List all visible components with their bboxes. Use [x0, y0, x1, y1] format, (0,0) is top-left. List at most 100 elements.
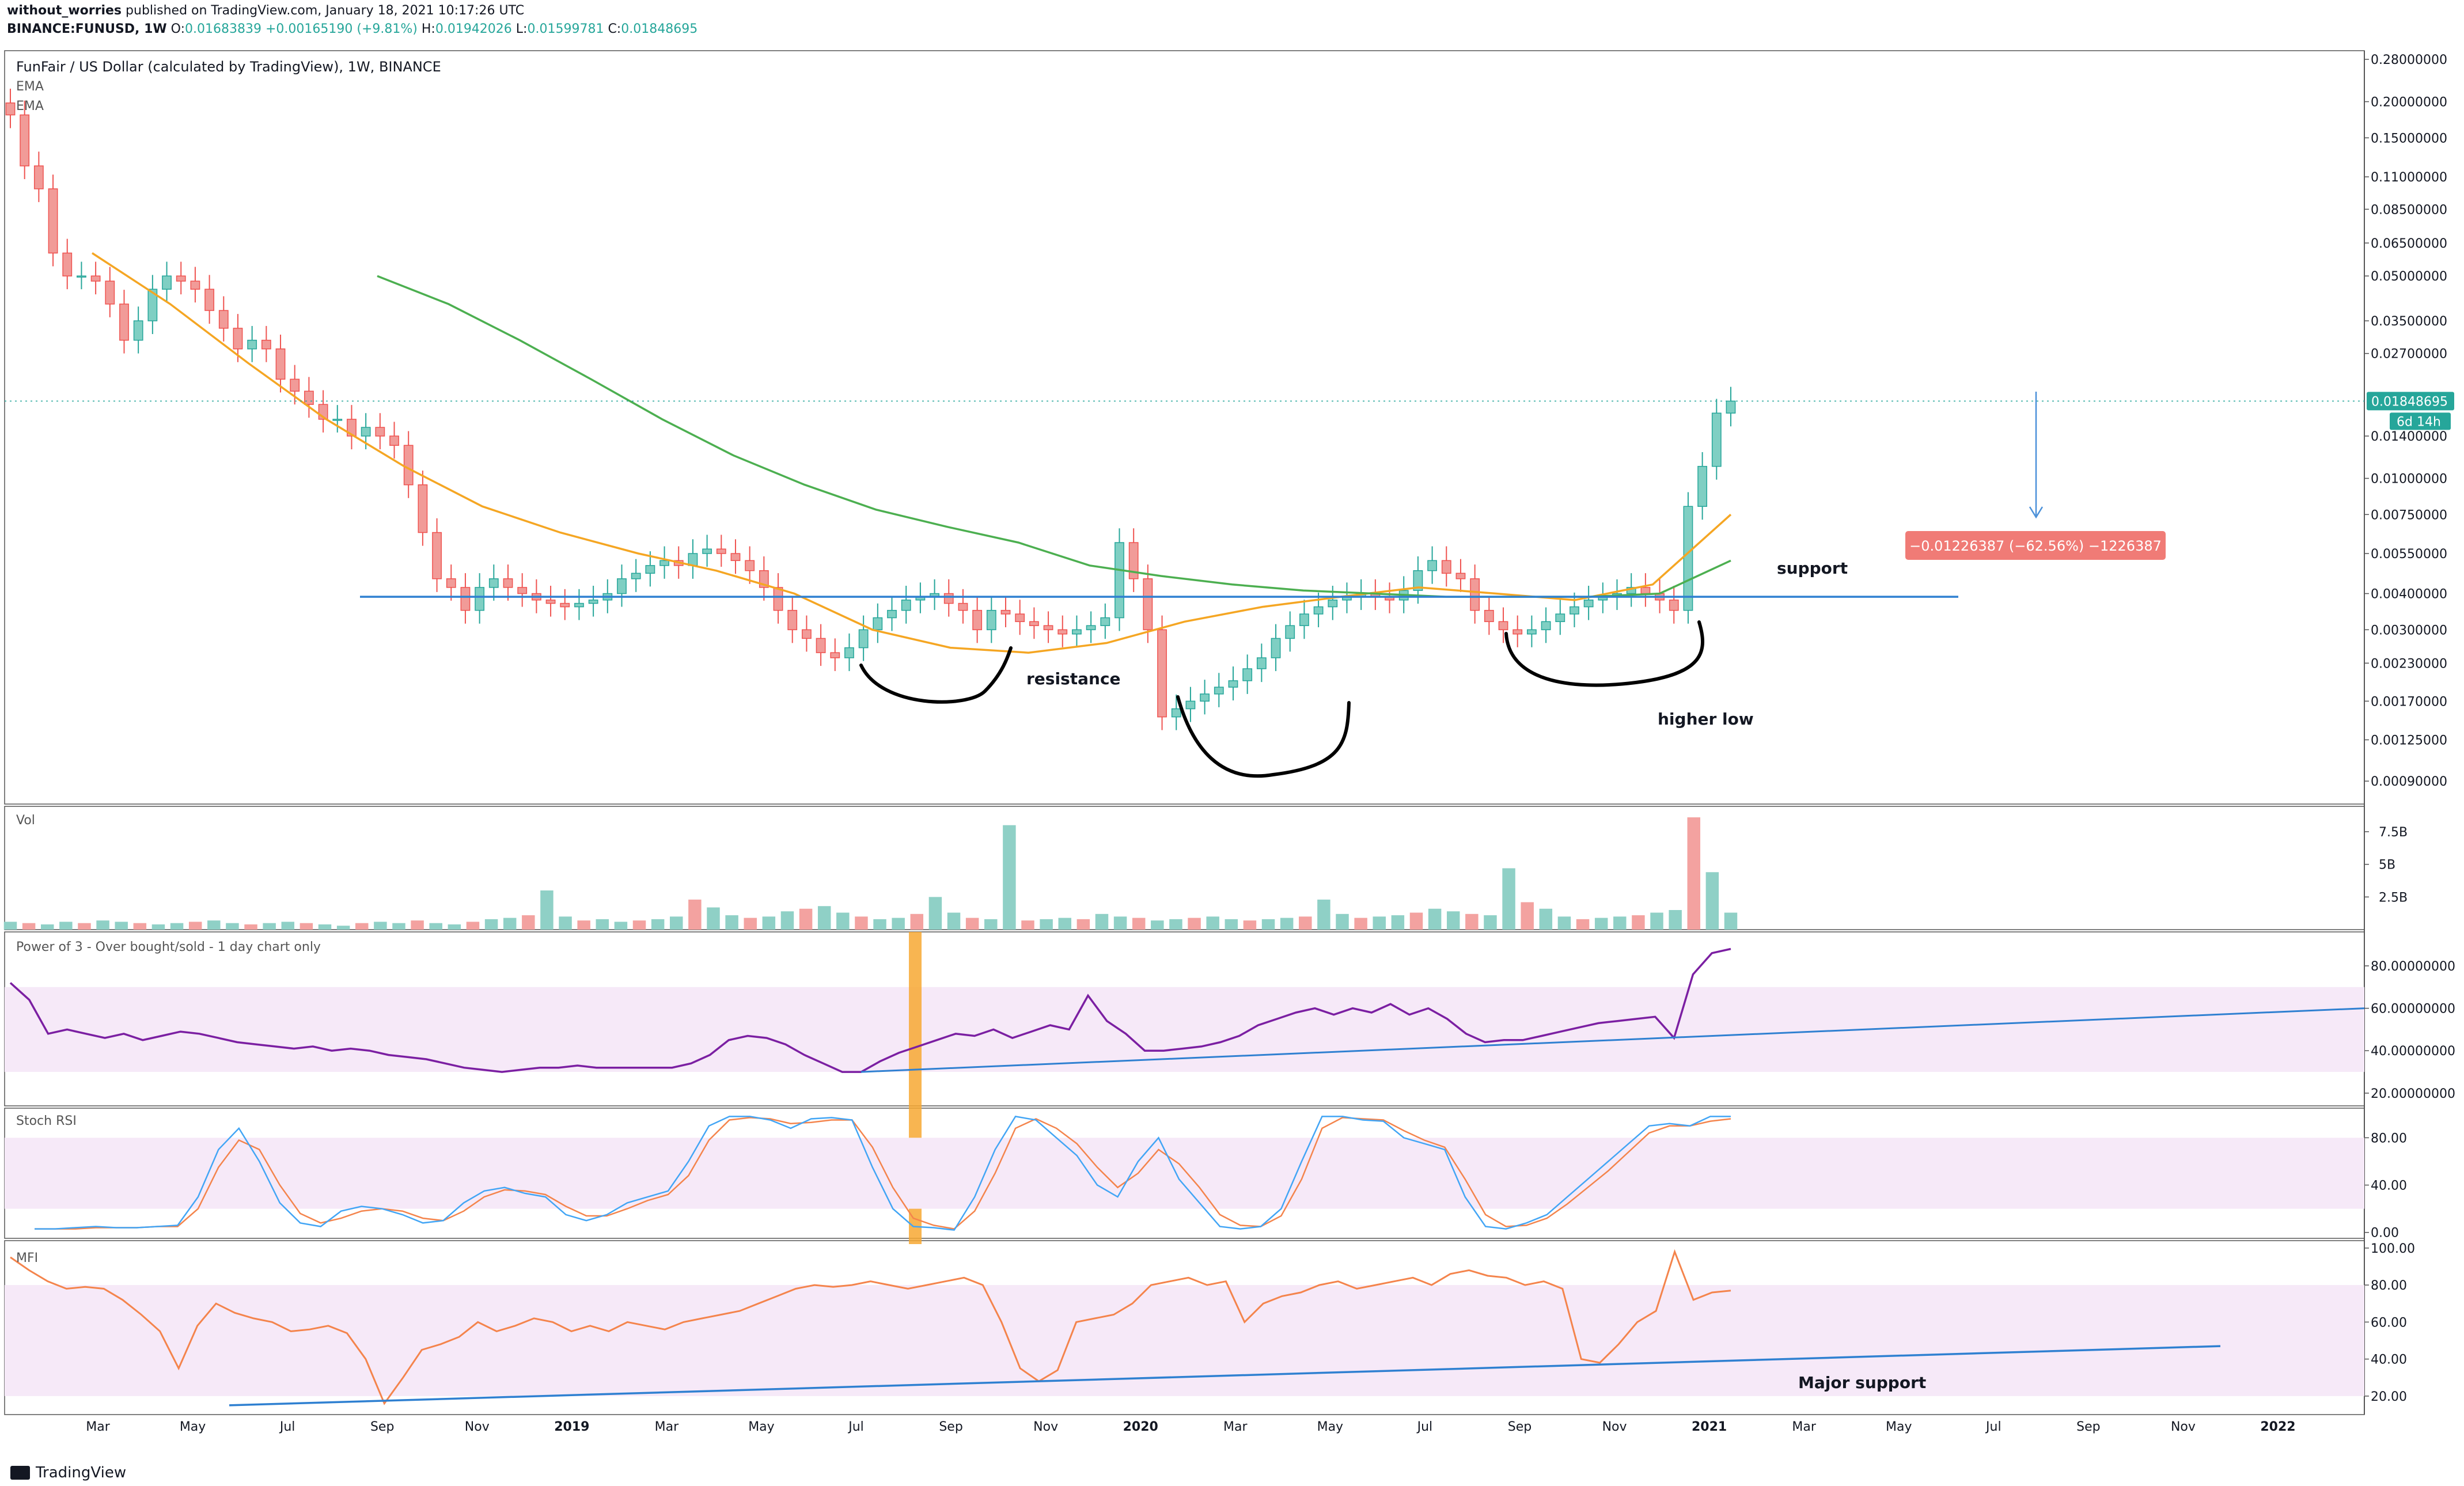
main-ytick-label: 0.01400000 — [2371, 430, 2447, 444]
volume-bar — [1632, 915, 1645, 930]
mfi-ytick-label: 80.00 — [2371, 1279, 2407, 1293]
candle-body — [873, 617, 883, 631]
candle-body — [261, 339, 271, 350]
candle-body — [488, 578, 499, 588]
bottom-curve-3 — [1504, 620, 1704, 687]
volume-bar — [688, 899, 702, 930]
support-annotation: support — [1777, 559, 1848, 578]
candle-body — [33, 165, 44, 189]
mfi-trendline — [229, 1345, 2221, 1407]
volume-bar — [281, 922, 295, 930]
volume-bar — [1040, 919, 1053, 930]
candle-body — [1484, 609, 1494, 623]
candle-body — [1271, 638, 1281, 658]
candle-body — [1157, 629, 1167, 718]
candle-body — [1470, 578, 1480, 611]
volume-bar — [651, 919, 665, 930]
candle-body — [1427, 560, 1437, 571]
xaxis-tick-label: Sep — [1508, 1420, 1532, 1434]
publisher-name[interactable]: without_worries — [7, 3, 122, 18]
stoch-band — [5, 1138, 2364, 1209]
volume-bar — [836, 912, 850, 930]
volume-bar — [1484, 915, 1497, 930]
xaxis-tick-label: Sep — [370, 1420, 394, 1434]
candle-body — [361, 427, 371, 437]
volume-bar — [1280, 918, 1294, 930]
xaxis-tick-label: 2021 — [1692, 1420, 1727, 1434]
volume-bar — [1724, 912, 1738, 930]
xaxis-tick-label: May — [748, 1420, 774, 1434]
main-ytick-label: 0.00300000 — [2371, 623, 2447, 638]
ema-legend-1[interactable]: EMA — [16, 79, 44, 94]
ema-legend-2[interactable]: EMA — [16, 99, 44, 113]
volume-bar — [1076, 919, 1090, 930]
main-ytick-label: 0.02700000 — [2371, 347, 2447, 362]
main-ytick-label: 0.00550000 — [2371, 547, 2447, 562]
main-ytick-label: 0.00090000 — [2371, 775, 2447, 789]
volume-bar — [448, 924, 461, 930]
candle-body — [645, 565, 655, 574]
higher-low-annotation: higher low — [1658, 710, 1754, 729]
candle-body — [304, 391, 314, 405]
volume-bar — [1113, 916, 1127, 930]
candle-body — [190, 280, 200, 290]
volume-bar — [947, 912, 961, 930]
candle-body — [773, 587, 783, 611]
volume-bar — [3, 922, 17, 930]
candle-body — [545, 600, 556, 604]
power-line — [9, 947, 1731, 1073]
volume-bar — [59, 922, 73, 930]
mfi-pane-title: MFI — [16, 1251, 39, 1265]
candle-body — [347, 419, 357, 437]
major-support-annotation: Major support — [1798, 1373, 1927, 1392]
volume-bar — [244, 924, 257, 930]
footer-brand[interactable]: TradingView — [10, 1464, 126, 1481]
volume-bar — [466, 922, 480, 930]
high-value: 0.01942026 — [435, 22, 512, 36]
brand-name: TradingView — [36, 1464, 127, 1481]
volume-bar — [1373, 916, 1386, 930]
candle-body — [275, 348, 286, 380]
candle-body — [446, 578, 456, 588]
candle-body — [659, 560, 669, 566]
pane-border-vol — [4, 806, 2365, 930]
volume-bar — [1409, 912, 1423, 930]
candle-body — [560, 602, 570, 608]
stoch-ytick-label: 0.00 — [2371, 1226, 2399, 1241]
candle-body — [1185, 700, 1196, 710]
candle-body — [986, 609, 996, 631]
o-label: O: — [170, 22, 185, 36]
c-label: C: — [608, 22, 621, 36]
publish-text: published on TradingView.com, January 18… — [126, 3, 525, 18]
xaxis-tick-label: Mar — [86, 1420, 110, 1434]
volume-bar — [336, 926, 350, 930]
mfi-ytick-label: 40.00 — [2371, 1353, 2407, 1367]
bottom-curve-2 — [1176, 695, 1351, 778]
volume-bar — [1687, 817, 1701, 930]
candle-body — [1541, 621, 1551, 631]
volume-bar — [1521, 902, 1534, 930]
candle-body — [1100, 617, 1110, 626]
volume-bar — [1354, 918, 1367, 930]
xaxis-tick-label: Jul — [1416, 1420, 1433, 1434]
volume-bar — [614, 922, 628, 930]
volume-bar — [762, 916, 776, 930]
mfi-line — [10, 1249, 1731, 1405]
candle-body — [105, 280, 115, 305]
volume-bar — [115, 922, 128, 930]
candle-body — [1143, 578, 1153, 631]
volume-bar — [1613, 916, 1627, 930]
main-ytick-label: 0.00170000 — [2371, 695, 2447, 709]
volume-bar — [1095, 913, 1109, 930]
candle-body — [702, 548, 712, 554]
main-ytick-label: 0.00750000 — [2371, 508, 2447, 522]
power-band — [5, 987, 2364, 1072]
main-ytick-label: 0.00400000 — [2371, 587, 2447, 602]
xaxis-tick-label: Jul — [1985, 1420, 2001, 1434]
volume-bar — [355, 923, 369, 930]
candle-body — [1086, 625, 1096, 631]
main-pane-title: FunFair / US Dollar (calculated by Tradi… — [16, 59, 441, 75]
main-ytick-label: 0.03500000 — [2371, 314, 2447, 329]
candle-body — [503, 578, 513, 588]
